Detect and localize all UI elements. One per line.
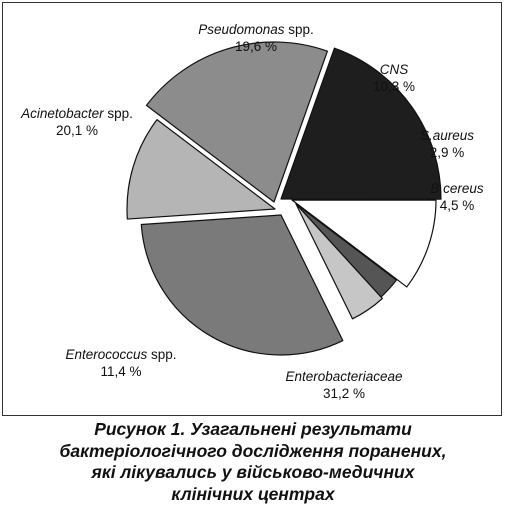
slice-value-enterobacteriaceae: 31,2 % — [323, 386, 365, 401]
slice-label-b-cereus: B.cereus — [430, 181, 484, 196]
pie-slice-pseudomonas — [280, 47, 442, 200]
slice-value-s-aureus: 2,9 % — [430, 145, 465, 160]
pie-slice-enterococcus — [126, 119, 276, 220]
slice-label-acinetobacter: Acinetobacter spp. — [20, 106, 133, 121]
pie-slice-b-cereus — [295, 203, 383, 320]
slice-label-cns: CNS — [380, 62, 409, 77]
slice-value-enterococcus: 11,4 % — [100, 364, 141, 379]
caption-line-2: бактеріологічного дослідження поранених, — [59, 440, 447, 461]
caption-line-3: які лікувались у військово-медичних — [91, 462, 415, 482]
chart-frame: Pseudomonas spp. 19,6 % CNS 10,3 % S.aureus 2… — [2, 2, 502, 416]
slice-label-enterococcus: Enterococcus spp. — [65, 347, 176, 362]
pie-slice-acinetobacter — [145, 41, 329, 203]
caption-line-4: клінічних центрах — [171, 483, 335, 504]
figure-caption: Рисунок 1. Узагальнені результати бактер… — [0, 419, 506, 505]
pie-slice-enterobacteriaceae — [140, 214, 344, 356]
pie-slice-cns — [291, 199, 437, 288]
slice-label-enterobacteriaceae: Enterobacteriaceae — [285, 369, 402, 384]
slice-value-cns: 10,3 % — [373, 79, 415, 94]
slice-value-acinetobacter: 20,1 % — [56, 123, 98, 138]
slice-label-pseudomonas: Pseudomonas spp. — [198, 22, 314, 37]
slice-value-pseudomonas: 19,6 % — [235, 39, 277, 54]
slice-label-s-aureus: S.aureus — [420, 128, 474, 143]
slice-value-b-cereus: 4,5 % — [440, 198, 475, 213]
pie-chart: Pseudomonas spp. 19,6 % CNS 10,3 % S.aureus 2… — [20, 22, 484, 401]
caption-line-1: Рисунок 1. Узагальнені результати — [94, 419, 412, 439]
